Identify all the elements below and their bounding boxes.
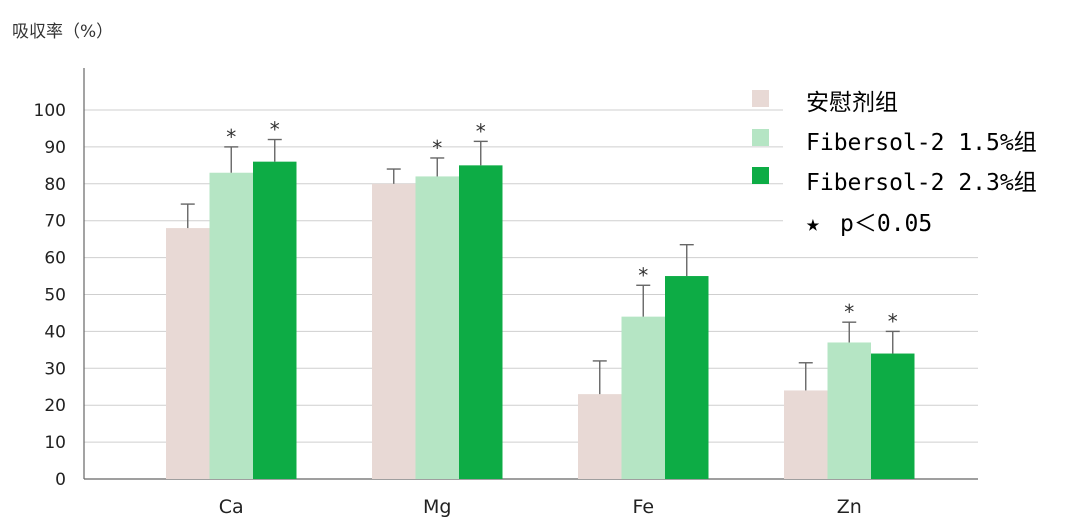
bar [372, 183, 416, 480]
significance-star: * [476, 119, 486, 143]
y-tick-label: 10 [44, 433, 66, 453]
legend-swatch-fibersol-1-5 [752, 129, 769, 146]
significance-star: * [844, 300, 854, 324]
x-category-label: Mg [423, 496, 451, 518]
y-tick-label: 50 [44, 286, 66, 306]
legend-label-fibersol-2-3: Fibersol-2 2.3%组 [806, 170, 1037, 196]
bar [578, 394, 622, 479]
significance-star: * [432, 136, 442, 160]
x-category-label: Fe [632, 496, 654, 518]
y-tick-label: 0 [55, 470, 66, 490]
y-tick-label: 40 [44, 322, 66, 342]
y-tick-label: 90 [44, 138, 66, 158]
bar [784, 390, 828, 479]
bar [827, 342, 871, 479]
x-category-label: Zn [837, 496, 862, 518]
significance-star: * [888, 309, 898, 333]
x-axis-categories: Ca Mg Fe Zn [219, 496, 862, 518]
y-tick-label: 30 [44, 359, 66, 379]
legend-star-marker: ★ [806, 211, 820, 237]
bar [459, 165, 503, 479]
bar [621, 316, 665, 479]
y-tick-label: 100 [34, 101, 66, 121]
y-axis-label: 吸収率（%） [12, 22, 113, 42]
y-tick-label: 60 [44, 249, 66, 269]
legend-swatch-placebo [752, 90, 769, 107]
legend-label-placebo: 安慰剂组 [806, 90, 898, 116]
bar [209, 172, 253, 480]
significance-star: * [226, 125, 236, 149]
bar [166, 228, 210, 479]
significance-star: * [638, 263, 648, 287]
legend-background [783, 80, 1080, 240]
legend-label-fibersol-1-5: Fibersol-2 1.5%组 [806, 130, 1037, 156]
y-tick-label: 20 [44, 396, 66, 416]
y-tick-label: 80 [44, 175, 66, 195]
x-category-label: Ca [219, 496, 244, 518]
bar [415, 176, 459, 480]
y-axis-ticks: 0 10 20 30 40 50 60 70 80 90 100 [34, 101, 66, 490]
bar [871, 353, 915, 479]
bars: * * * * * * * [166, 118, 915, 480]
significance-star: * [270, 118, 280, 142]
legend: 安慰剂组 Fibersol-2 1.5%组 Fibersol-2 2.3%组 ★… [752, 80, 1080, 240]
bar [253, 161, 297, 479]
legend-swatch-fibersol-2-3 [752, 167, 769, 184]
y-tick-label: 70 [44, 212, 66, 232]
legend-significance-label: p＜0.05 [840, 211, 932, 237]
bar [665, 276, 709, 479]
